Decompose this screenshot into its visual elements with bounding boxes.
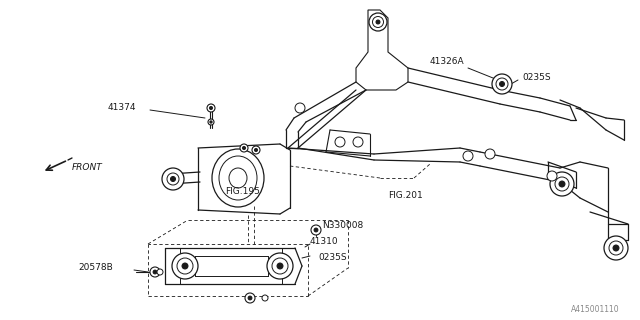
Circle shape	[267, 253, 293, 279]
Polygon shape	[356, 10, 408, 90]
Text: 20578B: 20578B	[78, 263, 113, 273]
Circle shape	[372, 17, 383, 28]
Circle shape	[150, 267, 160, 277]
Circle shape	[492, 74, 512, 94]
Circle shape	[172, 253, 198, 279]
Circle shape	[609, 241, 623, 255]
Ellipse shape	[229, 168, 247, 188]
Circle shape	[210, 121, 212, 123]
Text: A415001110: A415001110	[572, 305, 620, 314]
Circle shape	[485, 149, 495, 159]
Circle shape	[314, 228, 318, 232]
Circle shape	[550, 172, 574, 196]
Circle shape	[559, 181, 565, 187]
Circle shape	[167, 173, 179, 185]
Text: 41310: 41310	[310, 236, 339, 245]
Text: 0235S: 0235S	[522, 74, 550, 83]
Text: 41374: 41374	[108, 103, 136, 113]
Circle shape	[182, 263, 188, 269]
Circle shape	[240, 144, 248, 152]
Circle shape	[496, 78, 508, 90]
Circle shape	[255, 148, 258, 152]
Circle shape	[353, 137, 363, 147]
Circle shape	[613, 245, 619, 251]
Text: FIG.195: FIG.195	[225, 188, 260, 196]
Circle shape	[248, 296, 252, 300]
Circle shape	[177, 258, 193, 274]
Circle shape	[272, 258, 288, 274]
Circle shape	[499, 82, 504, 86]
Circle shape	[604, 236, 628, 260]
Circle shape	[369, 13, 387, 31]
Circle shape	[243, 147, 246, 149]
Circle shape	[252, 146, 260, 154]
Circle shape	[295, 103, 305, 113]
Circle shape	[277, 263, 283, 269]
Text: 0235S: 0235S	[318, 253, 347, 262]
Text: FIG.201: FIG.201	[388, 191, 423, 201]
Ellipse shape	[219, 156, 257, 200]
Text: N330008: N330008	[322, 221, 364, 230]
Circle shape	[376, 20, 380, 24]
Circle shape	[208, 119, 214, 125]
Circle shape	[245, 293, 255, 303]
Circle shape	[463, 151, 473, 161]
Circle shape	[157, 269, 163, 275]
Text: 41326A: 41326A	[430, 58, 465, 67]
Circle shape	[262, 295, 268, 301]
Circle shape	[311, 225, 321, 235]
Circle shape	[162, 168, 184, 190]
Circle shape	[335, 137, 345, 147]
Circle shape	[209, 106, 212, 109]
Circle shape	[170, 177, 175, 181]
Circle shape	[555, 177, 569, 191]
Circle shape	[153, 270, 157, 274]
Circle shape	[207, 104, 215, 112]
Circle shape	[547, 171, 557, 181]
Text: FRONT: FRONT	[72, 164, 103, 172]
Ellipse shape	[212, 149, 264, 207]
